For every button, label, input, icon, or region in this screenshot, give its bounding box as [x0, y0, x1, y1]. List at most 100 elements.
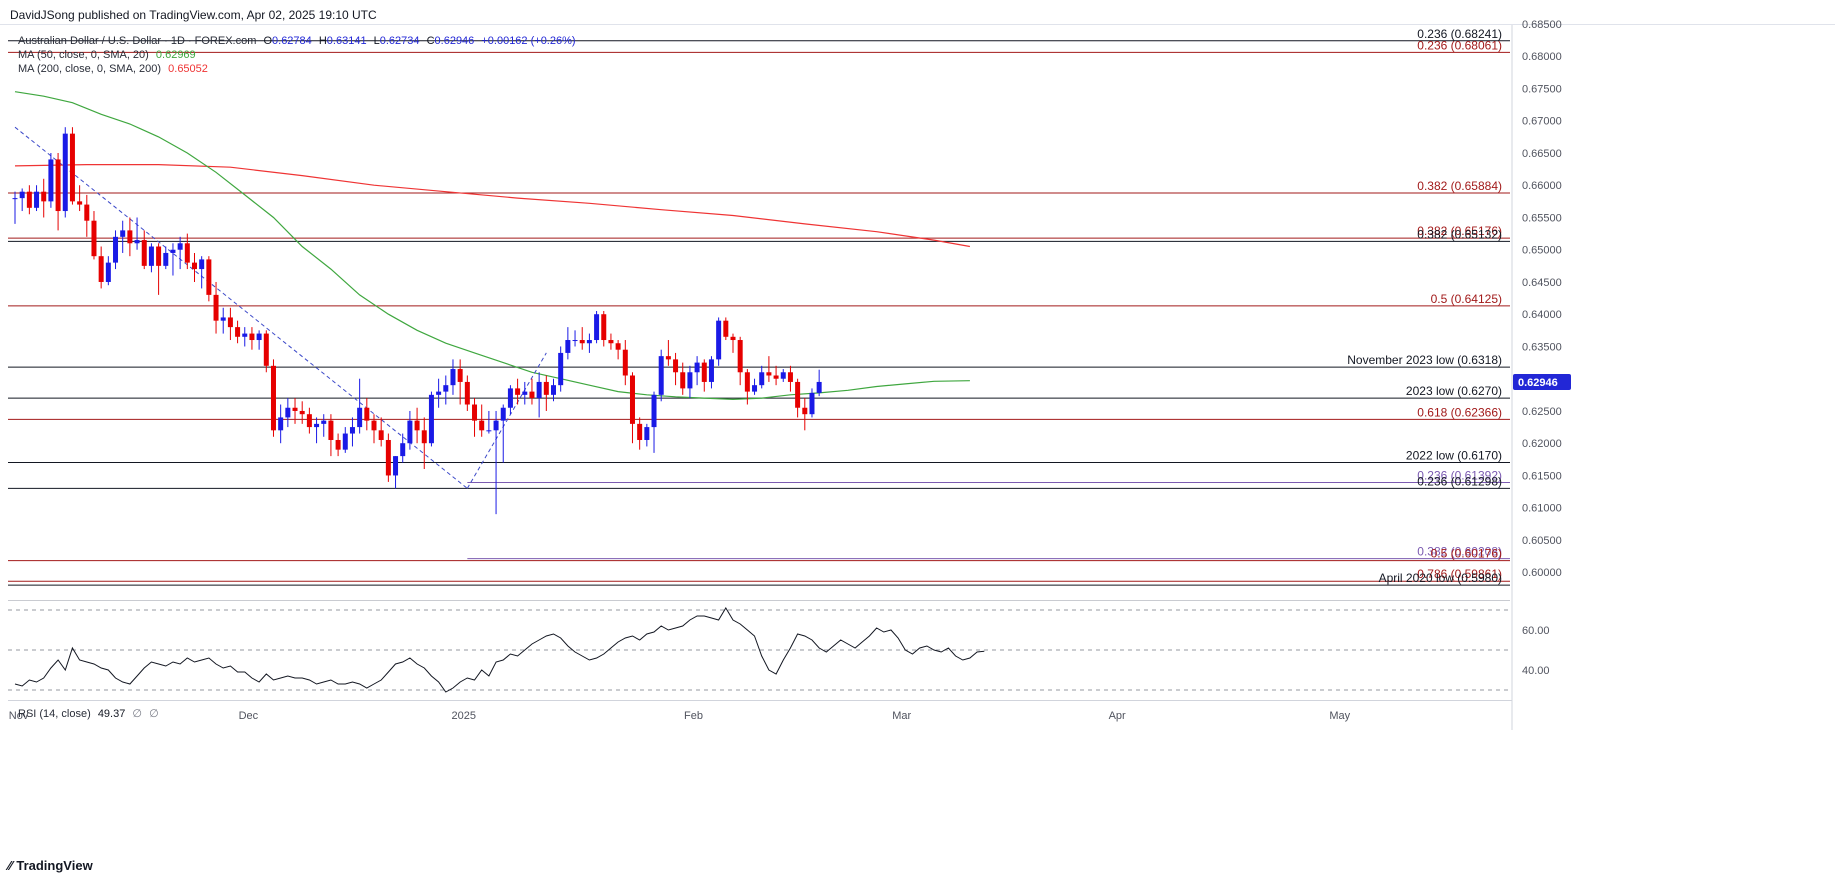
price-tick-label: 0.61500	[1522, 470, 1562, 482]
candle-body	[400, 443, 406, 457]
candle-body	[622, 349, 628, 376]
candle-body	[378, 430, 384, 440]
trendlines	[14, 126, 547, 489]
candle-body	[328, 420, 334, 440]
candle-body	[393, 456, 399, 476]
candle-body	[120, 230, 126, 237]
candle-body	[34, 191, 40, 208]
candle-body	[69, 133, 75, 202]
candle-body	[206, 259, 212, 295]
candle-body	[105, 262, 111, 282]
price-badge-label: 0.62946	[1518, 377, 1558, 389]
candle-body	[723, 320, 729, 337]
price-tick-label: 0.60500	[1522, 535, 1562, 547]
rsi-legend[interactable]: RSI (14, close) 49.37 ∅ ∅	[18, 707, 159, 720]
rsi-extra-2: ∅	[149, 708, 159, 720]
level-label: 0.5 (0.64125)	[1431, 292, 1502, 306]
candle-body	[91, 220, 97, 257]
candle-body	[199, 259, 205, 270]
ma50-legend-row[interactable]: MA (50, close, 0, SMA, 20) 0.62969	[18, 48, 584, 62]
candle-body	[357, 407, 363, 428]
ma200-label: MA (200, close, 0, SMA, 200)	[18, 63, 162, 75]
candle-body	[177, 243, 183, 250]
candle-body	[637, 423, 643, 440]
price-tick-label: 0.65000	[1522, 245, 1562, 257]
candle-body	[148, 246, 154, 266]
tradingview-logo[interactable]: ⁄⁄ TradingView	[8, 858, 93, 873]
time-tick-label: Mar	[892, 710, 911, 722]
candle-body	[701, 362, 707, 382]
close-value: 0.62946	[434, 35, 475, 47]
candle-body	[235, 327, 241, 337]
candle-body	[407, 420, 413, 444]
main-legend: Australian Dollar / U.S. Dollar · 1D · F…	[18, 34, 584, 76]
candle-body	[558, 352, 564, 386]
candle-body	[515, 388, 521, 395]
candle-body	[342, 433, 348, 450]
candle-body	[579, 340, 585, 344]
candle-body	[816, 381, 822, 393]
time-tick-label: Apr	[1109, 710, 1126, 722]
ma200-legend-row[interactable]: MA (200, close, 0, SMA, 200) 0.65052	[18, 62, 584, 76]
candle-body	[26, 191, 32, 208]
candle-body	[752, 385, 758, 392]
candle-body	[156, 246, 162, 266]
symbol-title[interactable]: Australian Dollar / U.S. Dollar · 1D · F…	[18, 35, 257, 47]
tradingview-mark-icon: ⁄⁄	[8, 858, 13, 873]
level-label: 0.236 (0.68061)	[1417, 38, 1502, 52]
price-tick-label: 0.61000	[1522, 503, 1562, 515]
candle-body	[665, 356, 671, 360]
candle-body	[500, 407, 506, 421]
price-tick-label: 0.68500	[1522, 19, 1562, 31]
candle-body	[737, 340, 743, 373]
ohlc-readout: O0.62784 H0.63141 L0.62734 C0.62946 +0.0…	[263, 35, 579, 47]
candle-body	[349, 427, 355, 434]
candle-body	[41, 191, 47, 202]
candle-body	[457, 369, 463, 382]
candle-body	[780, 372, 786, 379]
price-tick-label: 0.60000	[1522, 567, 1562, 579]
candle-body	[428, 394, 434, 444]
candle-body	[443, 385, 449, 392]
price-tick-label: 0.68000	[1522, 51, 1562, 63]
candle-body	[335, 439, 341, 450]
header-bar: DavidJSong published on TradingView.com,…	[0, 0, 1835, 24]
candle-body	[256, 333, 262, 341]
candle-body	[543, 381, 549, 395]
price-tick-label: 0.66000	[1522, 180, 1562, 192]
rsi-value: 49.37	[97, 708, 126, 720]
open-label: O	[263, 35, 273, 47]
candle-body	[385, 439, 391, 476]
candle-body	[658, 356, 664, 395]
candle-body	[299, 410, 305, 415]
price-tick-label: 0.62000	[1522, 438, 1562, 450]
time-tick-label: Dec	[239, 710, 259, 722]
candle-body	[321, 420, 327, 424]
candle-body	[285, 407, 291, 418]
candle-body	[62, 133, 68, 212]
candle-body	[77, 201, 83, 205]
brand-name: TradingView	[16, 858, 93, 873]
candle-body	[673, 359, 679, 373]
level-label: 0.382 (0.60208)	[1417, 545, 1502, 559]
level-label: 2022 low (0.6170)	[1406, 449, 1502, 463]
candle-body	[687, 372, 693, 389]
candle-body	[220, 317, 226, 321]
candle-body	[314, 423, 320, 428]
level-label: November 2023 low (0.6318)	[1347, 353, 1502, 367]
candle-body	[213, 294, 219, 321]
trendline	[14, 126, 468, 489]
candle-body	[787, 372, 793, 382]
price-tick-label: 0.62500	[1522, 406, 1562, 418]
level-label: 0.236 (0.61392)	[1417, 469, 1502, 483]
time-tick-label: May	[1329, 710, 1350, 722]
candle-body	[629, 375, 635, 424]
candle-body	[227, 317, 233, 328]
candle-body	[680, 372, 686, 389]
candle-body	[55, 159, 61, 212]
level-label: 0.236 (0.61298)	[1417, 474, 1502, 488]
candle-body	[486, 430, 492, 432]
candle-body	[565, 340, 571, 353]
ma50-value: 0.62969	[155, 49, 196, 61]
